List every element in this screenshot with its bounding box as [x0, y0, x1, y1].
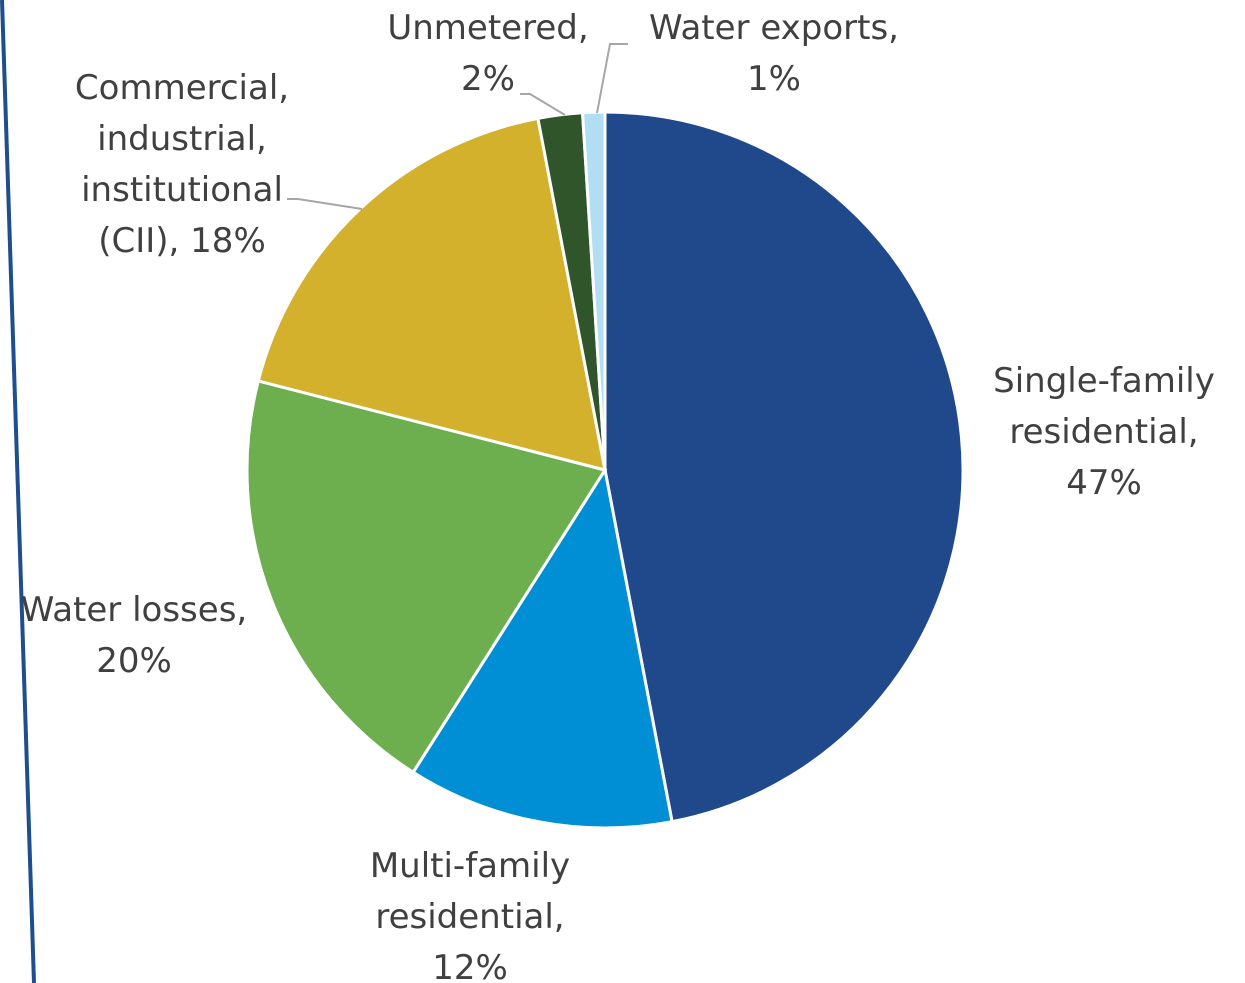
data-label-line: industrial, — [97, 119, 267, 159]
data-label-multi-family-residential: Multi-family residential, 12% — [370, 846, 570, 983]
leader-lines — [287, 43, 628, 210]
leader-line — [596, 43, 628, 114]
pie-slice-water-losses — [245, 379, 608, 775]
data-label-single-family-residential: Single-family residential, 47% — [993, 361, 1215, 503]
data-label-line: 20% — [96, 641, 172, 681]
data-label-water-losses: Water losses, 20% — [21, 590, 247, 681]
data-label-line: Water exports, — [649, 8, 899, 48]
data-label-line: Multi-family — [370, 846, 570, 886]
data-label-line: residential, — [1009, 412, 1198, 452]
pie-slice-single-family-residential — [603, 110, 965, 824]
leader-line — [520, 93, 566, 116]
leader-line — [287, 198, 363, 210]
data-labels: Single-family residential, 47% Multi-family… — [21, 8, 1215, 983]
data-label-commercial-industrial-institutional-cii: Commercial, industrial, institutional (CII)… — [75, 68, 289, 261]
data-label-water-exports: Water exports, 1% — [649, 8, 899, 99]
pie-slices — [245, 110, 965, 830]
data-label-line: Water losses, — [21, 590, 247, 630]
data-label-line: Unmetered, — [387, 8, 588, 48]
data-label-line: residential, — [375, 897, 564, 937]
pie-slice-multi-family-residential — [411, 465, 674, 830]
data-label-unmetered: Unmetered, 2% — [387, 8, 588, 99]
data-label-line: 12% — [432, 948, 508, 983]
data-label-line: 47% — [1066, 463, 1142, 503]
data-label-line: Commercial, — [75, 68, 289, 108]
data-label-line: (CII), 18% — [98, 221, 266, 261]
left-frame-border — [0, 0, 36, 983]
pie-slice-water-exports — [580, 110, 607, 471]
data-label-line: 1% — [747, 59, 801, 99]
data-label-line: institutional — [81, 170, 283, 210]
data-label-line: Single-family — [993, 361, 1215, 401]
data-label-line: 2% — [461, 59, 515, 99]
